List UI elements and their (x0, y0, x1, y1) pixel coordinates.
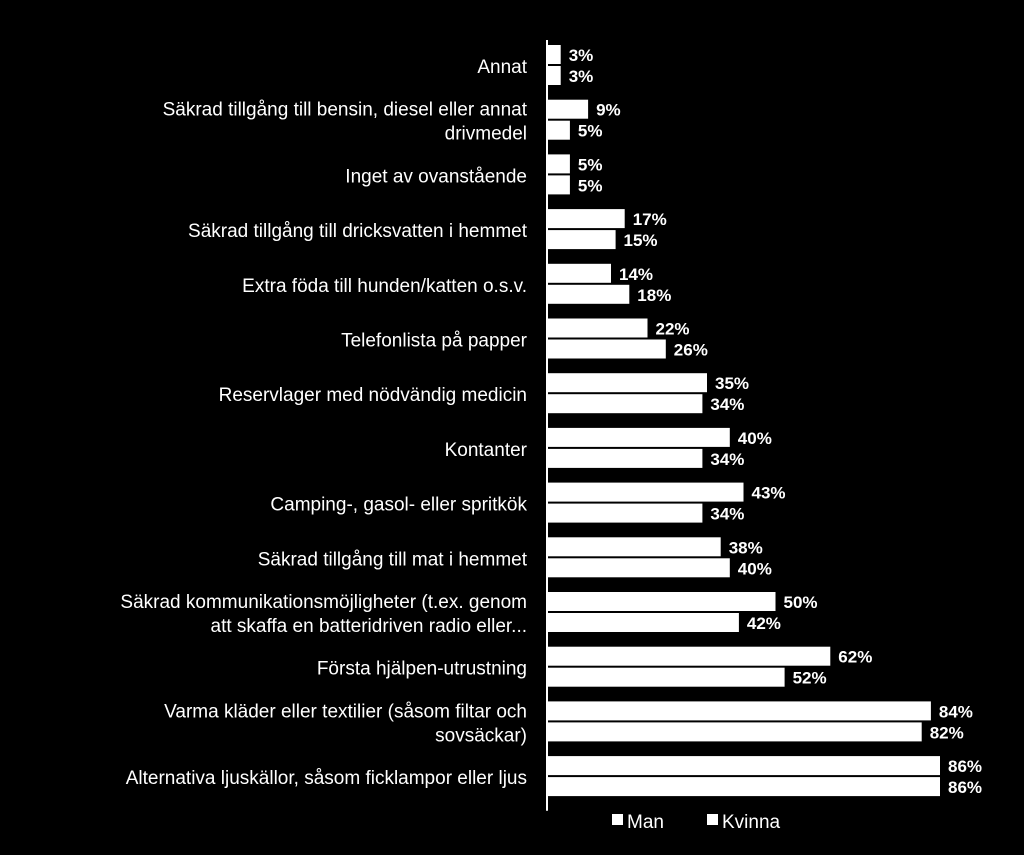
category-label: Annat (477, 57, 527, 78)
value-label: 40% (738, 429, 772, 448)
bar-kvinna (547, 777, 940, 797)
bar-man (547, 427, 730, 447)
value-label: 17% (633, 210, 667, 229)
bar-kvinna (547, 558, 730, 578)
category-label: Telefonlista på papper (341, 331, 528, 352)
bar-kvinna (547, 120, 570, 140)
legend-swatch-kvinna (707, 814, 718, 825)
bar-kvinna (547, 667, 785, 687)
category-label: Första hjälpen-utrustning (317, 659, 527, 680)
category-label-line: Säkrad kommunikationsmöjligheter (t.ex. … (120, 592, 527, 613)
value-label: 5% (578, 155, 603, 174)
bar-kvinna (547, 66, 561, 85)
bar-man (547, 263, 611, 283)
category-label-line: Annat (477, 57, 527, 78)
category-label: Kontanter (445, 440, 528, 461)
legend-label-kvinna: Kvinna (722, 812, 781, 833)
bar-kvinna (547, 613, 739, 632)
bar-man (547, 646, 831, 666)
bar-man (547, 45, 561, 64)
value-label: 35% (715, 374, 749, 393)
category-label: Camping-, gasol- eller spritkök (270, 495, 527, 516)
value-label: 15% (624, 231, 658, 250)
category-label: Säkrad kommunikationsmöjligheter (t.ex. … (120, 592, 527, 637)
value-label: 40% (738, 559, 772, 578)
value-label: 86% (948, 778, 982, 797)
legend-label-man: Man (627, 812, 664, 833)
value-label: 52% (793, 669, 827, 688)
bar-kvinna (547, 448, 703, 468)
category-label-line: att skaffa en batteridriven radio eller.… (211, 616, 528, 637)
category-label-line: Säkrad tillgång till bensin, diesel elle… (163, 100, 528, 121)
category-label: Säkrad tillgång till dricksvatten i hemm… (188, 221, 528, 242)
value-label: 5% (578, 176, 603, 195)
bar-man (547, 756, 940, 776)
bar-kvinna (547, 175, 570, 195)
category-label-line: Varma kläder eller textilier (såsom filt… (164, 701, 527, 722)
bar-man (547, 99, 589, 119)
bar-kvinna (547, 284, 630, 304)
value-label: 62% (838, 648, 872, 667)
value-label: 82% (930, 723, 964, 742)
value-label: 3% (569, 67, 594, 86)
category-label: Extra föda till hunden/katten o.s.v. (242, 276, 527, 297)
value-label: 34% (710, 505, 744, 524)
bar-man (547, 209, 625, 229)
bar-kvinna (547, 503, 703, 523)
category-label-line: Extra föda till hunden/katten o.s.v. (242, 276, 527, 297)
bar-man (547, 537, 721, 557)
value-label: 18% (637, 286, 671, 305)
bar-kvinna (547, 339, 666, 359)
value-label: 43% (752, 484, 786, 503)
category-label-line: Säkrad tillgång till mat i hemmet (258, 549, 528, 570)
category-label-line: Inget av ovanstående (345, 166, 527, 187)
value-label: 22% (656, 320, 690, 339)
bar-man (547, 154, 570, 174)
value-label: 26% (674, 341, 708, 360)
category-label-line: Säkrad tillgång till dricksvatten i hemm… (188, 221, 528, 242)
value-label: 14% (619, 265, 653, 284)
value-label: 3% (569, 46, 594, 65)
category-label: Säkrad tillgång till bensin, diesel elle… (163, 100, 528, 145)
bar-kvinna (547, 394, 703, 414)
value-label: 86% (948, 757, 982, 776)
value-label: 42% (747, 614, 781, 633)
value-label: 9% (596, 101, 621, 120)
category-label: Inget av ovanstående (345, 166, 527, 187)
bar-man (547, 318, 648, 338)
category-label-line: Alternativa ljuskällor, såsom ficklampor… (126, 768, 527, 789)
value-label: 34% (710, 450, 744, 469)
bar-kvinna (547, 722, 922, 742)
value-labels: 3%3%9%5%5%5%17%15%14%18%22%26%35%34%40%3… (569, 46, 982, 797)
legend-swatch-man (612, 814, 623, 825)
category-label: Alternativa ljuskällor, såsom ficklampor… (126, 768, 527, 789)
category-label-line: sovsäckar) (435, 725, 527, 746)
category-label: Reservlager med nödvändig medicin (219, 385, 527, 406)
value-label: 5% (578, 122, 603, 141)
category-label-line: Kontanter (445, 440, 528, 461)
category-label: Säkrad tillgång till mat i hemmet (258, 549, 528, 570)
value-label: 50% (784, 593, 818, 612)
bar-man (547, 592, 776, 611)
category-label: Varma kläder eller textilier (såsom filt… (164, 701, 527, 746)
category-label-line: Telefonlista på papper (341, 331, 528, 352)
value-label: 34% (710, 395, 744, 414)
value-label: 84% (939, 702, 973, 721)
category-label-line: drivmedel (445, 124, 527, 145)
bar-man (547, 482, 744, 502)
bar-man (547, 701, 931, 721)
category-label-line: Första hjälpen-utrustning (317, 659, 527, 680)
legend: Man Kvinna (612, 812, 781, 833)
bar-kvinna (547, 230, 616, 250)
category-label-line: Reservlager med nödvändig medicin (219, 385, 527, 406)
value-label: 38% (729, 538, 763, 557)
bar-man (547, 373, 707, 393)
bars (547, 45, 940, 797)
category-label-line: Camping-, gasol- eller spritkök (270, 495, 527, 516)
category-labels: Annat Säkrad tillgång till bensin, diesel… (120, 57, 527, 789)
